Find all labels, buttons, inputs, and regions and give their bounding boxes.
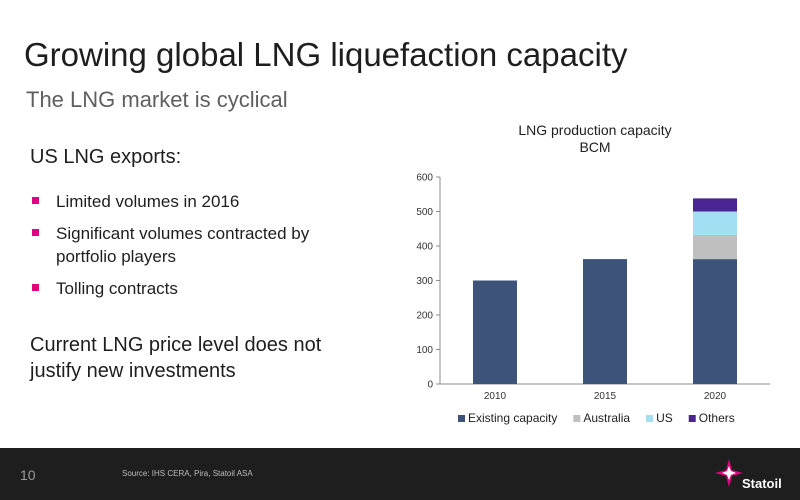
chart-title: LNG production capacity BCM [470, 122, 720, 156]
bullet-item: Tolling contracts [30, 277, 360, 300]
lng-capacity-chart: 0 100 200 300 400 500 600 2010 2015 2020 Existing … [416, 173, 770, 425]
bar-segment [693, 198, 737, 212]
y-tick-label: 200 [416, 311, 433, 322]
bullet-square-icon [32, 284, 39, 291]
x-tick-label: 2015 [594, 391, 617, 402]
statoil-star-icon [715, 459, 743, 487]
bullet-square-icon [32, 229, 39, 236]
logo-text: Statoil [742, 476, 782, 491]
bar-segment [693, 211, 737, 235]
legend-swatch [646, 415, 654, 422]
statoil-logo: Statoil [712, 456, 782, 496]
y-tick-label: 400 [416, 242, 433, 253]
bar-segment [473, 280, 517, 384]
y-tick-label: 0 [427, 380, 433, 391]
bullet-list: Limited volumes in 2016 Significant volu… [30, 190, 360, 309]
legend-swatch [458, 415, 465, 422]
conclusion-text: Current LNG price level does not justify… [30, 334, 322, 382]
slide-title: Growing global LNG liquefaction capacity [24, 36, 628, 73]
y-tick-label: 500 [416, 207, 433, 218]
bullet-text: Significant volumes contracted by portfo… [56, 224, 310, 266]
bullet-item: Limited volumes in 2016 [30, 190, 360, 213]
legend-swatch [688, 415, 696, 422]
us-lng-heading: US LNG exports: [30, 146, 182, 168]
x-tick-label: 2010 [484, 391, 507, 402]
chart-title-line: LNG production capacity [518, 122, 672, 138]
legend-swatch [573, 415, 581, 422]
legend-label: Others [699, 411, 735, 425]
slide-subtitle: The LNG market is cyclical [26, 87, 288, 112]
source-note: Source: IHS CERA, Pira, Statoil ASA [122, 469, 253, 478]
bullet-text: Tolling contracts [56, 279, 178, 298]
bullet-item: Significant volumes contracted by portfo… [30, 222, 360, 268]
x-tick-label: 2020 [704, 391, 727, 402]
y-tick-label: 300 [416, 276, 433, 287]
bar-segment [693, 259, 737, 384]
legend-label: US [656, 411, 673, 425]
chart-unit: BCM [579, 139, 611, 155]
bar-segment [583, 259, 627, 384]
bullet-text: Limited volumes in 2016 [56, 192, 240, 211]
footer-bar: 10 Source: IHS CERA, Pira, Statoil ASA S… [0, 448, 800, 500]
y-tick-label: 600 [416, 173, 433, 184]
bar-segment [693, 234, 737, 260]
page-number: 10 [20, 467, 36, 483]
bullet-square-icon [32, 197, 39, 204]
legend-label: Australia [583, 411, 630, 425]
y-tick-label: 100 [416, 345, 433, 356]
legend-label: Existing capacity [468, 411, 557, 425]
